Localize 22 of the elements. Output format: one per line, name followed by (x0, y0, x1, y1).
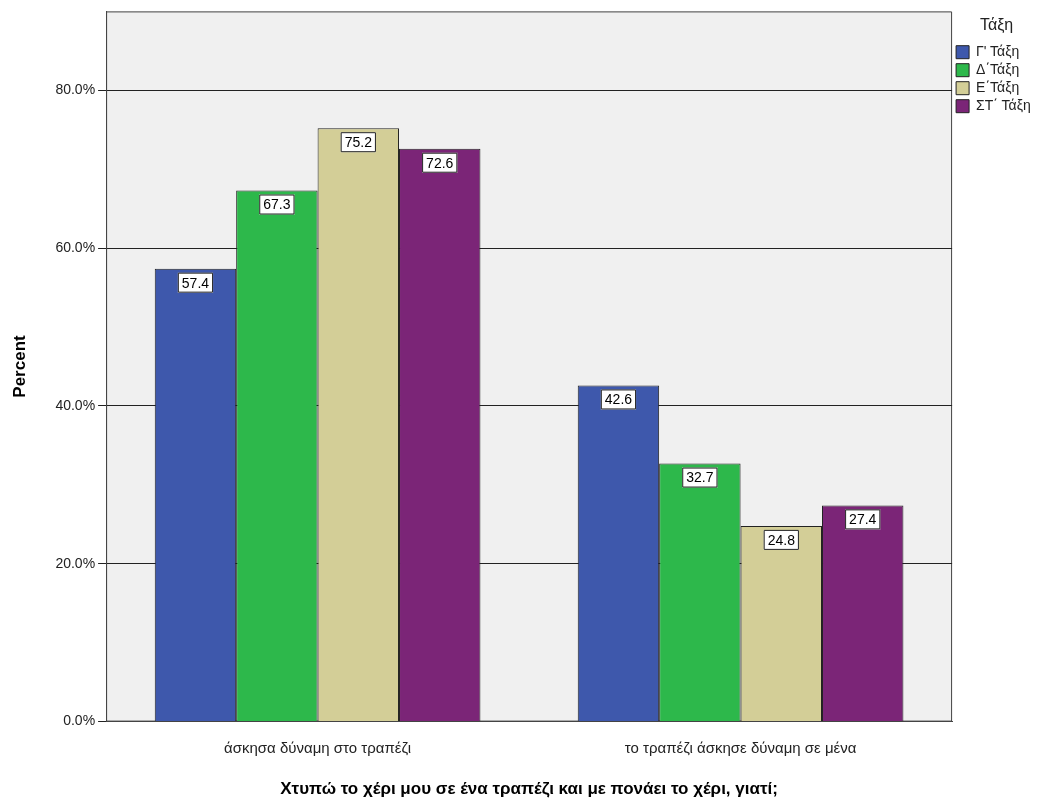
x-tick-label: το τραπέζι άσκησε δύναμη σε μένα (624, 738, 857, 756)
y-tick-label: 20.0% (55, 554, 96, 571)
data-label: 75.2 (344, 134, 373, 151)
data-label: 67.3 (263, 196, 291, 213)
legend-label: Γ' Τάξη (976, 43, 1020, 60)
legend-label: ΣΤ΄ Τάξη (976, 97, 1031, 114)
data-label: 72.6 (426, 154, 454, 171)
y-axis-title: Percent (9, 334, 29, 398)
x-axis-title: Χτυπώ το χέρι μου σε ένα τραπέζι και με πονάει το χέρι, γιατί; (280, 779, 778, 799)
legend-label: Δ΄Τάξη (976, 61, 1020, 78)
legend-label: Ε΄Τάξη (976, 79, 1020, 96)
data-label: 24.8 (767, 531, 796, 548)
legend-title: Τάξη (979, 16, 1014, 35)
y-tick-label: 40.0% (55, 396, 96, 413)
data-label: 27.4 (849, 511, 877, 528)
data-label: 57.4 (181, 274, 210, 291)
data-label: 42.6 (604, 391, 633, 408)
y-tick-label: 60.0% (55, 238, 96, 255)
y-tick-label: 80.0% (55, 81, 96, 98)
data-label: 32.7 (686, 469, 714, 486)
x-tick-label: άσκησα δύναμη στο τραπέζι (224, 738, 412, 756)
y-tick-label: 0.0% (63, 712, 96, 729)
